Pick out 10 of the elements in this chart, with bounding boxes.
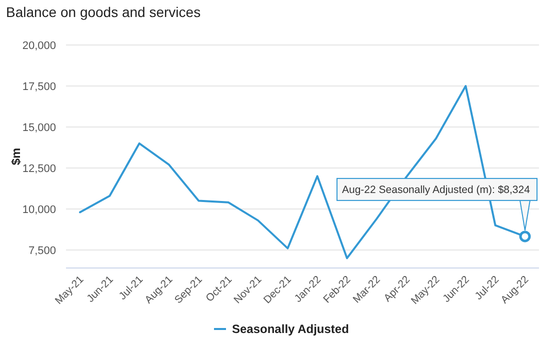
y-tick-label: 15,000 xyxy=(22,122,56,134)
y-tick-label: 20,000 xyxy=(22,40,56,52)
y-tick-label: 10,000 xyxy=(22,204,56,216)
y-axis-title: $m xyxy=(9,148,23,166)
y-tick-label: 7,500 xyxy=(28,244,56,257)
chart-title: Balance on goods and services xyxy=(6,4,201,20)
legend-label: Seasonally Adjusted xyxy=(232,322,349,336)
y-tick-label: 12,500 xyxy=(22,162,56,175)
y-tick-label: 17,500 xyxy=(22,80,56,93)
annotation: Aug-22 Seasonally Adjusted (m): $8,324 xyxy=(342,184,530,196)
